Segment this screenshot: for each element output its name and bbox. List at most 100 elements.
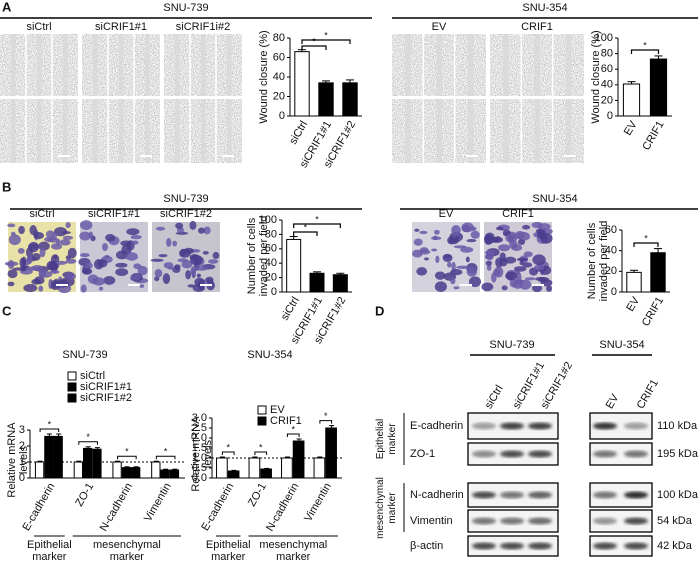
blot-band	[624, 450, 648, 458]
cell	[154, 276, 160, 282]
image-label: CRIF1	[502, 208, 534, 220]
cell	[130, 235, 142, 240]
cell	[181, 260, 193, 269]
group-heading: SNU-739	[163, 193, 208, 205]
protein-label: Vimentin	[410, 515, 453, 527]
significance-label: *	[324, 411, 328, 421]
cell	[416, 267, 428, 276]
bar	[121, 467, 132, 479]
image-label: EV	[432, 21, 447, 33]
cell	[198, 227, 205, 234]
y-tick-label: 60	[605, 224, 617, 236]
cell	[84, 262, 93, 269]
wound-gap	[36, 34, 42, 96]
blot-band	[472, 422, 496, 430]
legend-label: siCRIF1#2	[80, 392, 132, 404]
y-tick-label: 20	[273, 90, 285, 102]
cell	[419, 247, 429, 253]
cell	[532, 284, 543, 293]
cell	[466, 238, 477, 243]
wound-gap	[92, 34, 98, 96]
wound-gap	[436, 99, 443, 163]
image-label: siCRIF1#2	[160, 208, 212, 220]
wound-gap	[10, 99, 16, 163]
y-tick-label: 1	[19, 456, 25, 468]
cell	[28, 241, 39, 253]
bar	[44, 435, 54, 479]
image-label: siCtrl	[29, 208, 54, 220]
y-tick-label: 3	[19, 424, 25, 436]
cell	[470, 230, 480, 239]
cell	[190, 266, 197, 277]
wound-gap	[565, 99, 572, 163]
bar	[160, 469, 170, 479]
wound-gap	[503, 34, 509, 96]
cell	[505, 271, 518, 281]
image-label: CRIF1	[521, 21, 553, 33]
cell	[451, 224, 461, 236]
cell	[516, 257, 528, 262]
group-heading: SNU-354	[522, 2, 567, 14]
blot-band	[624, 542, 648, 550]
significance-bracket	[39, 428, 60, 432]
cell	[50, 243, 63, 250]
cell	[80, 284, 87, 293]
cell	[412, 249, 423, 258]
panel-label: C	[2, 303, 12, 318]
scale-bar	[222, 155, 234, 157]
x-tick-label: Vimentin	[302, 481, 334, 524]
cell	[38, 268, 47, 278]
cell	[203, 226, 211, 235]
scale-bar	[128, 284, 140, 286]
cell	[139, 284, 145, 288]
cell	[461, 222, 474, 233]
y-tick-label: 60	[601, 63, 613, 75]
cell	[137, 265, 148, 276]
y-tick-label: 0.5	[192, 462, 207, 474]
blot-band	[528, 517, 552, 525]
wound-gap	[405, 99, 411, 163]
legend-swatch	[257, 416, 267, 426]
cell	[87, 274, 99, 284]
size-label: 195 kDa	[657, 448, 698, 460]
y-tick-label: 40	[605, 245, 617, 257]
cell	[514, 266, 527, 272]
legend-label: CRIF1	[270, 415, 302, 427]
y-tick-label: 0	[271, 286, 277, 298]
cell	[103, 276, 116, 285]
cell	[162, 273, 171, 285]
cell	[167, 266, 177, 270]
legend-swatch	[67, 382, 77, 392]
cell	[212, 251, 220, 260]
cell	[65, 221, 71, 229]
significance-label: *	[312, 36, 316, 46]
cell	[175, 222, 184, 229]
chart-title: SNU-354	[247, 349, 292, 361]
group-heading: SNU-354	[532, 193, 577, 205]
blot-band	[500, 422, 524, 430]
bar	[169, 469, 180, 479]
y-axis-label: Number of cells invaded per field	[246, 215, 270, 297]
legend-swatch	[257, 405, 267, 415]
wound-gap	[144, 99, 150, 163]
blot-band	[528, 491, 552, 499]
protein-label: E-cadherin	[410, 420, 463, 432]
y-axis-label: Relative mRNA levels	[190, 416, 214, 492]
cell	[423, 257, 429, 261]
bar	[281, 457, 293, 479]
cell	[7, 269, 18, 279]
bar	[286, 238, 302, 293]
cell	[495, 257, 503, 268]
wound-gap	[118, 99, 124, 163]
blot-band	[624, 491, 648, 499]
image-label: siCRIF1i#2	[176, 21, 230, 33]
cell	[155, 226, 166, 231]
bar	[313, 457, 326, 479]
bar	[92, 448, 102, 479]
wound-gap	[534, 99, 541, 163]
wound-gap	[144, 34, 150, 96]
blot-band	[472, 491, 496, 499]
cell	[17, 248, 25, 254]
y-tick-label: 2.5	[192, 422, 207, 434]
legend-swatch	[67, 371, 77, 381]
